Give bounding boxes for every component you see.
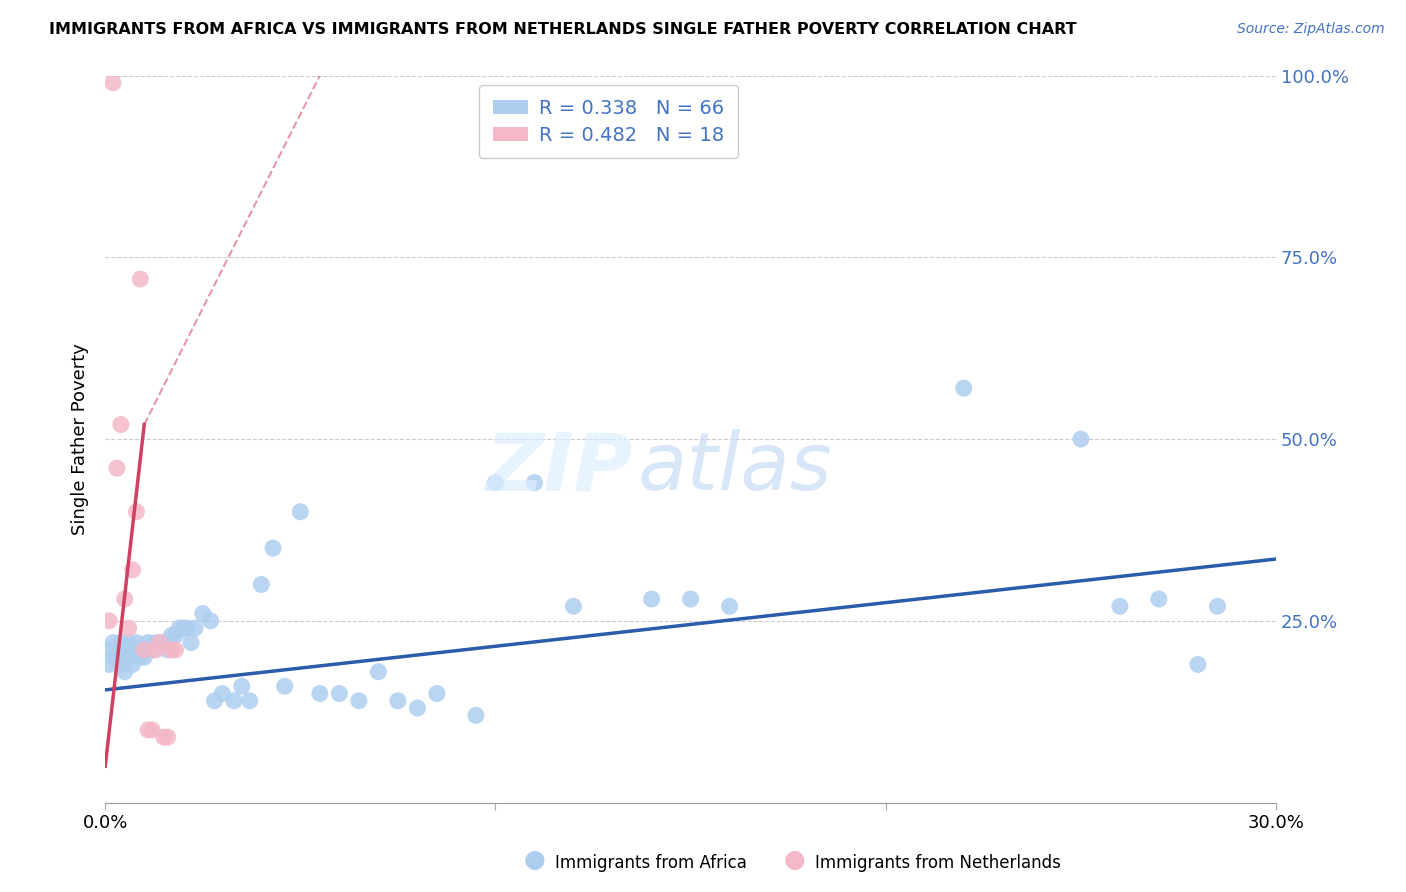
Point	[152, 730, 174, 744]
Point	[149, 635, 172, 649]
Text: ●: ●	[523, 848, 546, 872]
Point	[98, 657, 121, 672]
Point	[110, 417, 132, 432]
Point	[1187, 657, 1209, 672]
Point	[290, 505, 312, 519]
Point	[98, 614, 121, 628]
Point	[156, 730, 179, 744]
Point	[129, 643, 152, 657]
Point	[121, 563, 143, 577]
Point	[141, 643, 163, 657]
Text: atlas: atlas	[638, 429, 832, 508]
Point	[105, 650, 128, 665]
Point	[172, 621, 194, 635]
Point	[114, 665, 136, 679]
Point	[141, 723, 163, 737]
Point	[121, 657, 143, 672]
Point	[184, 621, 207, 635]
Point	[250, 577, 273, 591]
Point	[110, 635, 132, 649]
Point	[239, 694, 262, 708]
Point	[101, 76, 124, 90]
Point	[262, 541, 284, 555]
Point	[101, 650, 124, 665]
Point	[165, 628, 187, 642]
Point	[136, 635, 159, 649]
Point	[523, 475, 546, 490]
Point	[121, 650, 143, 665]
Point	[125, 505, 148, 519]
Point	[718, 599, 741, 614]
Point	[110, 657, 132, 672]
Point	[169, 621, 191, 635]
Point	[200, 614, 222, 628]
Text: ZIP: ZIP	[485, 429, 633, 508]
Point	[211, 687, 233, 701]
Point	[152, 635, 174, 649]
Point	[134, 643, 156, 657]
Point	[145, 635, 167, 649]
Point	[387, 694, 409, 708]
Point	[426, 687, 449, 701]
Point	[160, 628, 183, 642]
Text: Source: ZipAtlas.com: Source: ZipAtlas.com	[1237, 22, 1385, 37]
Point	[952, 381, 974, 395]
Point	[129, 272, 152, 286]
Point	[129, 650, 152, 665]
Point	[1206, 599, 1229, 614]
Point	[125, 643, 148, 657]
Text: ●: ●	[783, 848, 806, 872]
Text: Immigrants from Netherlands: Immigrants from Netherlands	[815, 855, 1062, 872]
Point	[1147, 592, 1170, 607]
Point	[347, 694, 370, 708]
Point	[125, 635, 148, 649]
Point	[105, 643, 128, 657]
Point	[484, 475, 506, 490]
Point	[114, 643, 136, 657]
Point	[679, 592, 702, 607]
Point	[562, 599, 585, 614]
Point	[406, 701, 429, 715]
Point	[176, 621, 198, 635]
Point	[117, 650, 139, 665]
Point	[149, 635, 172, 649]
Point	[191, 607, 214, 621]
Point	[1108, 599, 1130, 614]
Text: Immigrants from Africa: Immigrants from Africa	[555, 855, 747, 872]
Point	[274, 679, 297, 693]
Point	[136, 723, 159, 737]
Point	[156, 643, 179, 657]
Point	[308, 687, 330, 701]
Point	[165, 643, 187, 657]
Point	[231, 679, 253, 693]
Text: IMMIGRANTS FROM AFRICA VS IMMIGRANTS FROM NETHERLANDS SINGLE FATHER POVERTY CORR: IMMIGRANTS FROM AFRICA VS IMMIGRANTS FRO…	[49, 22, 1077, 37]
Point	[117, 635, 139, 649]
Point	[134, 643, 156, 657]
Point	[145, 643, 167, 657]
Point	[222, 694, 245, 708]
Point	[204, 694, 226, 708]
Point	[134, 650, 156, 665]
Point	[640, 592, 662, 607]
Legend: R = 0.338   N = 66, R = 0.482   N = 18: R = 0.338 N = 66, R = 0.482 N = 18	[479, 86, 738, 158]
Point	[180, 635, 202, 649]
Point	[328, 687, 350, 701]
Point	[105, 461, 128, 475]
Point	[121, 643, 143, 657]
Point	[114, 650, 136, 665]
Y-axis label: Single Father Poverty: Single Father Poverty	[72, 343, 89, 535]
Point	[101, 635, 124, 649]
Point	[160, 643, 183, 657]
Point	[114, 592, 136, 607]
Point	[98, 643, 121, 657]
Point	[367, 665, 389, 679]
Point	[117, 621, 139, 635]
Point	[1070, 432, 1092, 446]
Point	[465, 708, 488, 723]
